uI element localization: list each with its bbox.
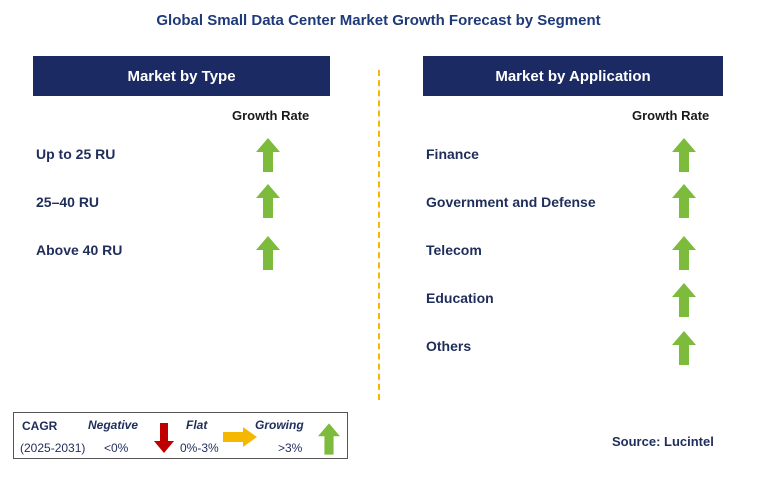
legend-negative-range: <0% [104, 441, 129, 455]
market-by-type-header-label: Market by Type [127, 67, 236, 85]
type-row-above-40-ru: Above 40 RU [36, 242, 123, 258]
growing-arrow-icon [256, 236, 280, 270]
application-row-finance: Finance [426, 146, 479, 162]
cagr-legend: CAGR (2025-2031) Negative <0% Flat 0%-3%… [13, 412, 348, 459]
right-growth-rate-label: Growth Rate [632, 108, 710, 123]
source-label: Source: Lucintel [612, 434, 714, 449]
growing-arrow-icon [256, 184, 280, 218]
application-row-government-and-defense: Government and Defense [426, 194, 596, 210]
type-row-up-to-25-ru: Up to 25 RU [36, 146, 116, 162]
legend-growing-label: Growing [255, 418, 304, 432]
market-by-application-header: Market by Application [423, 56, 723, 96]
type-row-25-40-ru: 25–40 RU [36, 194, 100, 210]
growing-arrow-icon [318, 423, 340, 455]
market-by-type-header: Market by Type [33, 56, 330, 96]
legend-flat-label: Flat [186, 418, 208, 432]
legend-negative-label: Negative [88, 418, 139, 432]
legend-flat-range: 0%-3% [180, 441, 219, 455]
application-row-others: Others [426, 338, 472, 354]
legend-cagr-label: CAGR [22, 419, 58, 433]
chart-title: Global Small Data Center Market Growth F… [156, 12, 601, 29]
panel-divider [378, 70, 380, 400]
growing-arrow-icon [672, 331, 696, 365]
legend-period: (2025-2031) [20, 441, 86, 455]
application-row-telecom: Telecom [426, 242, 482, 258]
legend-growing-range: >3% [278, 441, 303, 455]
negative-arrow-icon [154, 423, 174, 453]
growing-arrow-icon [672, 283, 696, 317]
growing-arrow-icon [672, 138, 696, 172]
flat-arrow-icon [223, 427, 257, 447]
growing-arrow-icon [256, 138, 280, 172]
market-by-application-header-label: Market by Application [495, 67, 651, 85]
left-growth-rate-label: Growth Rate [232, 108, 310, 123]
growing-arrow-icon [672, 184, 696, 218]
growing-arrow-icon [672, 236, 696, 270]
application-row-education: Education [426, 290, 494, 306]
